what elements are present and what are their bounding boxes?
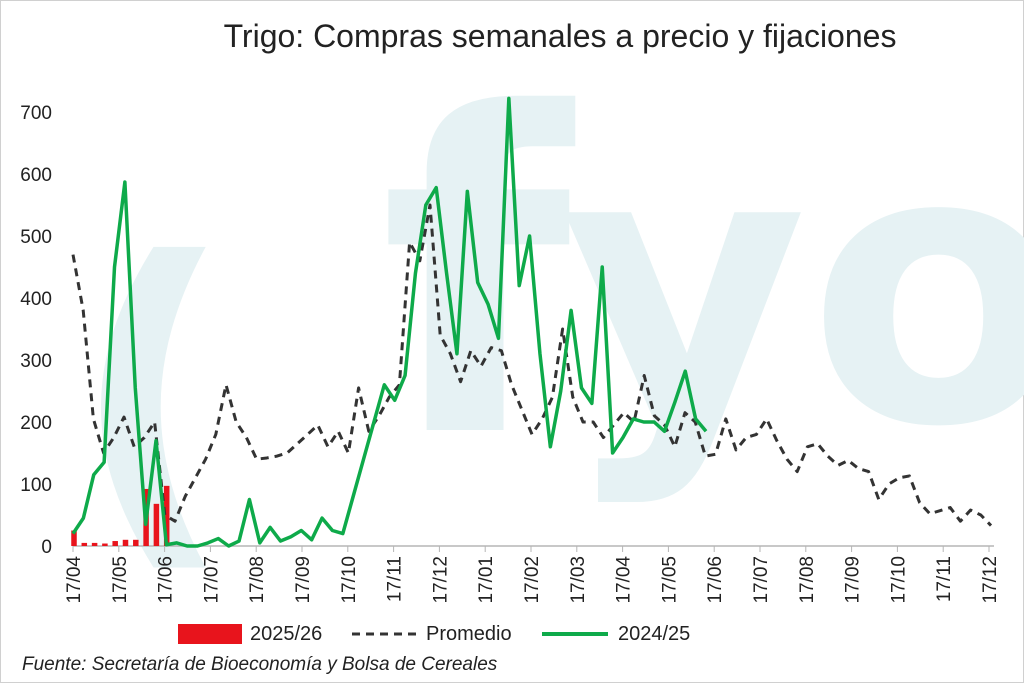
- fyo-watermark-logo: ( f yo: [70, 22, 1024, 605]
- svg-text:yo: yo: [560, 67, 1024, 510]
- x-tick-label: 17/04: [64, 556, 85, 604]
- x-tick-label: 17/01: [476, 556, 497, 604]
- legend-item-2025-26: 2025/26: [178, 620, 322, 648]
- x-tick-label: 17/04: [614, 556, 635, 604]
- x-tick-label: 17/10: [888, 556, 909, 604]
- series-line-2024-25: [71, 96, 708, 548]
- svg-text:f: f: [380, 22, 579, 534]
- x-tick-label: 17/07: [201, 556, 222, 604]
- x-tick-label: 17/12: [430, 556, 451, 604]
- y-tick-label: 600: [20, 165, 52, 186]
- source-note: Fuente: Secretaría de Bioeconomía y Bols…: [22, 654, 498, 675]
- bar-2025-26: [112, 541, 118, 546]
- x-tick-label: 17/05: [659, 556, 680, 604]
- x-tick-label: 17/08: [247, 556, 268, 604]
- bar-2025-26: [122, 539, 129, 546]
- x-tick-label: 17/09: [293, 556, 314, 604]
- bar-2025-26: [91, 542, 98, 546]
- x-tick-label: 17/09: [843, 556, 864, 604]
- x-tick-label: 17/11: [934, 556, 955, 602]
- x-tick-label: 17/03: [568, 556, 589, 604]
- x-tick-label: 17/02: [522, 556, 543, 604]
- bar-2025-26: [102, 543, 108, 546]
- bar-2025-26: [163, 485, 170, 546]
- x-tick-label: 17/07: [751, 556, 772, 604]
- legend-swatch-line: [542, 632, 608, 636]
- legend-label-2024-25: 2024/25: [618, 622, 691, 645]
- legend-swatch-dashed: [352, 632, 418, 636]
- legend-label-promedio: Promedio: [426, 622, 512, 645]
- chart-title: Trigo: Compras semanales a precio y fija…: [223, 18, 897, 54]
- y-tick-label: 500: [20, 227, 52, 248]
- y-tick-label: 700: [20, 103, 52, 124]
- y-tick-label: 0: [41, 537, 52, 558]
- bar-2025-26: [81, 542, 88, 546]
- x-tick-label: 17/06: [156, 556, 177, 604]
- legend-label-2025-26: 2025/26: [250, 622, 323, 645]
- bar-2025-26: [71, 530, 77, 546]
- bar-2025-26: [133, 539, 139, 546]
- legend-item-promedio: Promedio: [350, 620, 512, 648]
- y-tick-label: 100: [20, 475, 52, 496]
- x-tick-label: 17/12: [980, 556, 1001, 604]
- y-tick-label: 200: [20, 413, 52, 434]
- bar-2025-26: [153, 503, 160, 546]
- y-tick-label: 300: [20, 351, 52, 372]
- x-tick-label: 17/10: [339, 556, 360, 604]
- svg-text:(: (: [70, 186, 235, 605]
- x-tick-label: 17/05: [110, 556, 131, 604]
- x-tick-label: 17/11: [385, 556, 406, 602]
- x-tick-label: 17/08: [797, 556, 818, 604]
- legend-swatch-bar: [178, 624, 242, 644]
- y-tick-label: 400: [20, 289, 52, 310]
- x-tick-label: 17/06: [705, 556, 726, 604]
- legend-item-2024-25: 2024/25: [540, 620, 690, 648]
